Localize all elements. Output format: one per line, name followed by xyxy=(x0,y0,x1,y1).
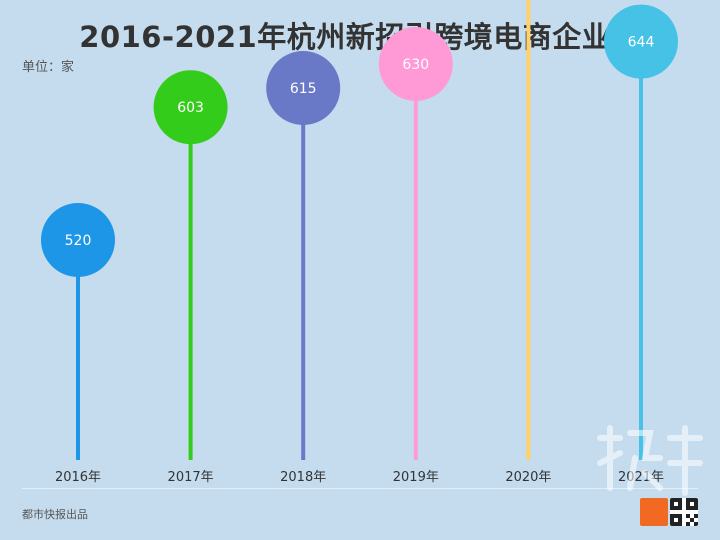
baseline xyxy=(22,488,698,489)
watermark-logo xyxy=(597,425,703,496)
brand-badge xyxy=(640,498,668,526)
data-label-2: 615 xyxy=(290,81,317,97)
credit-text: 都市快报出品 xyxy=(22,508,88,521)
data-label-1: 603 xyxy=(177,100,204,116)
data-point-5 xyxy=(604,4,678,79)
x-tick-label-2: 2018年 xyxy=(280,470,326,485)
data-point-1 xyxy=(153,70,228,145)
x-tick-label-1: 2017年 xyxy=(168,470,214,485)
x-tick-label-4: 2020年 xyxy=(505,470,551,485)
unit-label: 单位：家 xyxy=(22,60,75,75)
chart-title: 2016-2021年杭州新招引跨境电商企业数 xyxy=(79,20,641,54)
data-point-3 xyxy=(378,27,453,101)
data-point-0 xyxy=(41,203,115,277)
data-label-5: 644 xyxy=(628,35,655,51)
x-tick-label-0: 2016年 xyxy=(55,470,101,485)
data-label-0: 520 xyxy=(65,233,92,249)
qr-code xyxy=(670,498,698,526)
x-tick-label-3: 2019年 xyxy=(393,470,439,485)
data-point-2 xyxy=(266,51,341,125)
data-label-3: 630 xyxy=(402,57,429,73)
